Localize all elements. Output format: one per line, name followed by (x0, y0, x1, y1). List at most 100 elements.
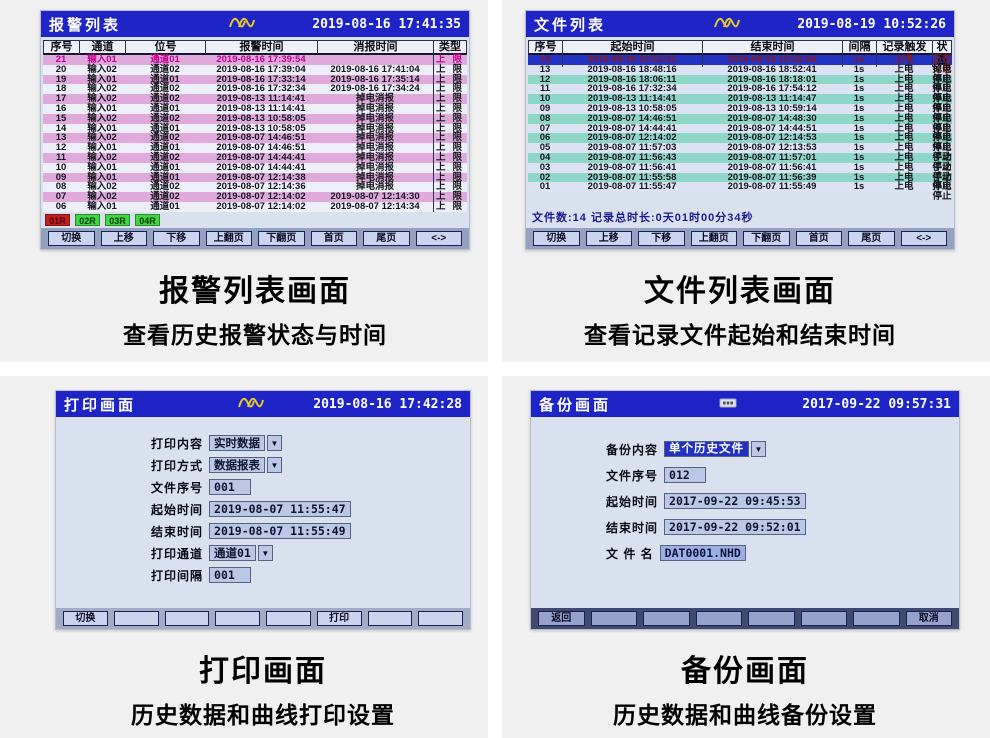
toolbar-button[interactable]: 上移 (100, 231, 147, 246)
toolbar-button[interactable]: 尾页 (848, 231, 895, 246)
table-cell: 1s (853, 171, 865, 183)
table-row[interactable]: 12 输入01 通道01 2019-08-07 14:46:51 掉电消报 上限 (43, 143, 467, 153)
table-row[interactable]: 02 2019-08-07 11:55:58 2019-08-07 11:56:39… (528, 172, 952, 192)
alarm-type-part: 限 (452, 200, 462, 212)
dropdown-arrow-icon[interactable]: ▼ (751, 441, 767, 457)
table-cell: 上电 (894, 161, 914, 173)
table-cell: 09 (539, 102, 551, 114)
channel-tag-01r[interactable]: 01R (45, 214, 70, 226)
table-row[interactable]: 08 2019-08-07 14:46:51 2019-08-07 14:48:30… (528, 113, 952, 133)
toolbar-button-empty[interactable] (418, 611, 463, 626)
field-value[interactable]: 001 (209, 567, 252, 583)
field-value[interactable]: 数据报表 (209, 457, 266, 473)
field-value[interactable]: 2019-08-07 11:55:47 (209, 501, 351, 517)
table-row[interactable]: 09 输入01 通道01 2019-08-07 12:14:38 掉电消报 上限 (43, 172, 467, 183)
dropdown-arrow-icon[interactable]: ▼ (267, 435, 283, 451)
toolbar-button[interactable]: 下翻页 (743, 231, 790, 246)
channel-tag-02r[interactable]: 02R (75, 214, 100, 226)
table-row[interactable]: 03 2019-08-07 11:56:41 2019-08-07 11:56:41… (528, 162, 952, 182)
table-cell: 输入01 (87, 200, 117, 212)
table-row[interactable]: 09 2019-08-13 10:58:05 2019-08-13 10:59:14… (528, 104, 952, 123)
field-value[interactable]: 2017-09-22 09:45:53 (664, 493, 806, 509)
toolbar-button[interactable]: 上移 (585, 231, 632, 246)
table-cell: 12 (55, 142, 67, 154)
toolbar-button[interactable]: 切换 (63, 611, 108, 626)
table-row[interactable]: 20 输入02 通道02 2019-08-16 17:39:04 2019-08-16 … (43, 63, 467, 75)
toolbar-button[interactable]: 返回 (538, 611, 585, 626)
table-row[interactable]: 11 2019-08-16 17:32:34 2019-08-16 17:54:12… (528, 84, 952, 103)
form-field: 结束时间 2017-09-22 09:52:01 (606, 519, 806, 535)
table-row[interactable]: 07 输入02 通道02 2019-08-07 12:14:02 2019-08-07 … (43, 192, 467, 202)
toolbar-button[interactable]: 取消 (905, 611, 952, 626)
table-row[interactable]: 18 输入02 通道02 2019-08-16 17:32:34 2019-08-16 … (43, 84, 467, 95)
field-value[interactable]: 通道01 (209, 545, 256, 561)
toolbar-button[interactable]: 切换 (533, 231, 580, 246)
dropdown-arrow-icon[interactable]: ▼ (257, 545, 273, 561)
table-row[interactable]: 13 输入02 通道02 2019-08-07 14:46:51 掉电消报 上限 (43, 133, 467, 144)
table-cell: 上电 (894, 93, 914, 105)
table-row[interactable]: 17 输入02 通道02 2019-08-13 11:14:41 掉电消报 上限 (43, 94, 467, 104)
table-row[interactable]: 21 输入01 通道01 2019-08-16 17:39:54 上限 (43, 55, 467, 65)
table-row[interactable]: 10 2019-08-13 11:14:41 2019-08-13 11:14:47… (528, 94, 952, 113)
toolbar-button[interactable]: 下翻页 (258, 231, 305, 246)
table-cell: 2019-08-16 17:39:04 (216, 63, 306, 75)
toolbar-button-empty[interactable] (748, 611, 795, 626)
table-cell: 上电 (894, 83, 914, 95)
field-value[interactable]: 001 (209, 479, 252, 495)
table-row[interactable]: 01 2019-08-07 11:55:47 2019-08-07 11:55:49… (528, 182, 952, 201)
toolbar-button[interactable]: 首页 (795, 231, 842, 246)
field-value[interactable]: 012 (664, 467, 707, 483)
table-row[interactable]: 04 2019-08-07 11:56:43 2019-08-07 11:57:01… (528, 153, 952, 172)
table-row[interactable]: 14 2019-08-19 10:51:31 2019-08-19 10:52:26… (528, 55, 952, 74)
table-row[interactable]: 12 2019-08-16 18:06:11 2019-08-16 18:18:01… (528, 74, 952, 94)
column-header: 状态 (936, 41, 948, 66)
toolbar-button[interactable]: 上翻页 (205, 231, 252, 246)
file-table: 序号 起始时间 结束时间 间隔 记录触发 状态 14 2019-08-19 10:51:31… (528, 40, 952, 201)
table-row[interactable]: 19 输入01 通道01 2019-08-16 17:33:14 2019-08-16 … (43, 74, 467, 85)
toolbar-button-empty[interactable] (266, 611, 311, 626)
toolbar-button[interactable]: 切换 (48, 231, 95, 246)
table-cell: 掉电消报 (355, 181, 394, 193)
toolbar-button-empty[interactable] (113, 611, 159, 626)
toolbar-button-empty[interactable] (215, 611, 260, 626)
backup-titlebar: 备份画面 2017-09-22 09:57:31 (531, 391, 959, 417)
field-value[interactable]: 单个历史文件 (664, 441, 750, 457)
toolbar-button-empty[interactable] (800, 611, 847, 626)
table-row[interactable]: 06 输入01 通道01 2019-08-07 12:14:02 2019-08-07 … (43, 202, 467, 212)
field-value[interactable]: 2017-09-22 09:52:01 (664, 519, 806, 535)
table-row[interactable]: 14 输入01 通道01 2019-08-13 10:58:05 掉电消报 上限 (43, 123, 467, 134)
toolbar-button[interactable]: <-> (900, 231, 947, 246)
alarm-type-part: 限 (452, 142, 462, 154)
table-cell: 上电 (894, 132, 914, 144)
table-row[interactable]: 08 输入02 通道02 2019-08-07 12:14:36 掉电消报 上限 (43, 181, 467, 193)
table-row[interactable]: 15 输入02 通道02 2019-08-13 10:58:05 掉电消报 上限 (43, 113, 467, 124)
table-row[interactable]: 13 2019-08-16 18:48:16 2019-08-16 18:52:41… (528, 64, 952, 84)
field-value[interactable]: 实时数据 (209, 435, 266, 451)
table-row[interactable]: 11 输入02 通道02 2019-08-07 14:44:41 掉电消报 上限 (43, 153, 467, 163)
dropdown-arrow-icon[interactable]: ▼ (267, 457, 283, 473)
toolbar-button-empty[interactable] (590, 611, 637, 626)
field-value[interactable]: 2019-08-07 11:55:49 (209, 523, 351, 539)
toolbar-button-empty[interactable] (695, 611, 742, 626)
table-row[interactable]: 10 输入01 通道01 2019-08-07 14:44:41 掉电消报 上限 (43, 162, 467, 173)
table-row[interactable]: 05 2019-08-07 11:57:03 2019-08-07 12:13:53… (528, 143, 952, 162)
toolbar-button[interactable]: <-> (415, 231, 462, 246)
toolbar-button[interactable]: 下移 (638, 231, 685, 246)
field-value[interactable]: DAT0001.NHD (659, 545, 746, 561)
channel-tag-03r[interactable]: 03R (105, 214, 130, 226)
table-row[interactable]: 16 输入01 通道01 2019-08-13 11:14:41 掉电消报 上限 (43, 104, 467, 114)
field-label: 打印间隔 (151, 568, 204, 583)
table-row[interactable]: 07 2019-08-07 14:44:41 2019-08-07 14:44:51… (528, 123, 952, 143)
channel-tag-04r[interactable]: 04R (135, 214, 160, 226)
table-row[interactable]: 06 2019-08-07 12:14:02 2019-08-07 12:14:53… (528, 133, 952, 152)
toolbar-button[interactable]: 尾页 (363, 231, 410, 246)
toolbar-button[interactable]: 下移 (153, 231, 200, 246)
toolbar-button-empty[interactable] (643, 611, 690, 626)
table-cell: 掉电停止 (932, 102, 952, 124)
toolbar-button-empty[interactable] (853, 611, 900, 626)
toolbar-button[interactable]: 首页 (310, 231, 357, 246)
toolbar-button[interactable]: 打印 (316, 611, 362, 626)
toolbar-button-empty[interactable] (367, 611, 413, 626)
toolbar-button-empty[interactable] (164, 611, 210, 626)
toolbar-button[interactable]: 上翻页 (690, 231, 737, 246)
